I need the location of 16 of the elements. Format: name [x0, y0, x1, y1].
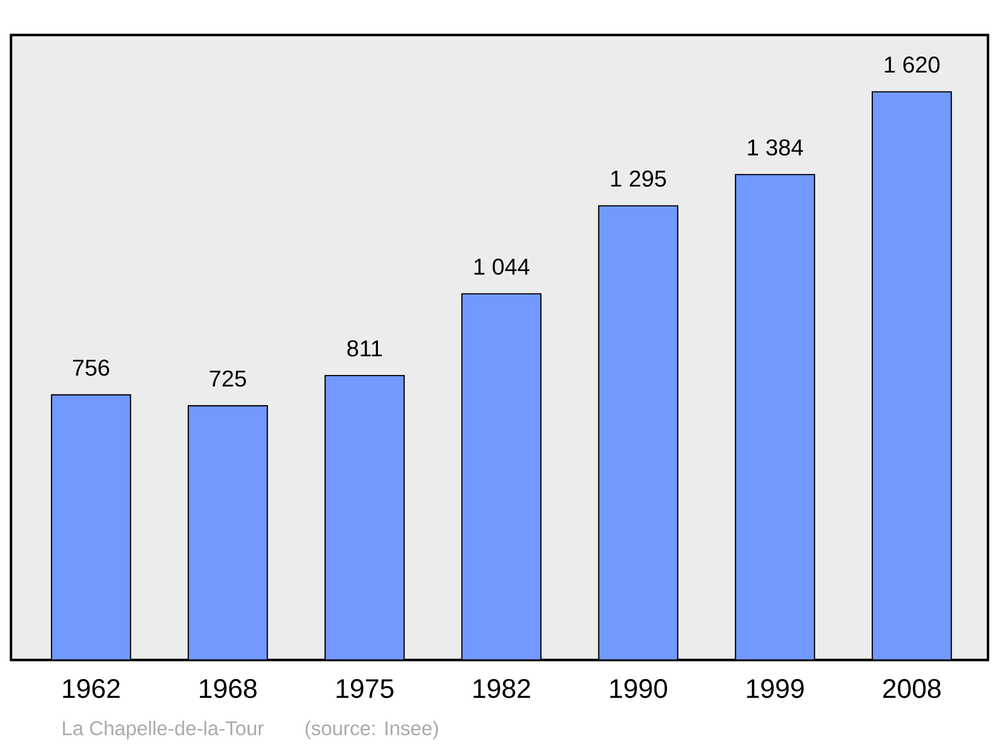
x-tick-label: 1999 [747, 679, 804, 698]
data-label: 1 044 [474, 258, 530, 275]
text: (source: Insee) [306, 720, 438, 740]
data-label: 811 [347, 340, 382, 357]
x-tick-label: 1990 [610, 679, 668, 698]
x-tick-label: 1968 [200, 679, 257, 698]
data-label: 1 384 [748, 139, 803, 156]
x-tick-label: 1962 [63, 679, 120, 698]
text: La Chapelle-de-la-Tour [63, 720, 264, 740]
data-label: 1 295 [611, 170, 666, 187]
data-label: 725 [210, 370, 246, 387]
x-tick-label: 1982 [474, 679, 530, 698]
x-tick-label: 1975 [336, 679, 394, 698]
data-label: 756 [73, 360, 110, 376]
data-label: 1 620 [884, 56, 940, 73]
x-tick-label: 2008 [883, 679, 941, 698]
